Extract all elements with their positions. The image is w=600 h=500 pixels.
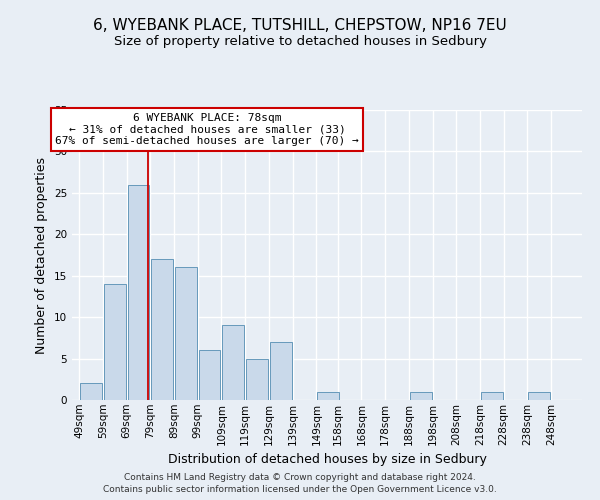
Bar bbox=[270, 342, 292, 400]
Bar bbox=[151, 259, 173, 400]
Text: Contains public sector information licensed under the Open Government Licence v3: Contains public sector information licen… bbox=[103, 486, 497, 494]
Text: Size of property relative to detached houses in Sedbury: Size of property relative to detached ho… bbox=[113, 35, 487, 48]
Y-axis label: Number of detached properties: Number of detached properties bbox=[35, 156, 49, 354]
Text: 6 WYEBANK PLACE: 78sqm
← 31% of detached houses are smaller (33)
67% of semi-det: 6 WYEBANK PLACE: 78sqm ← 31% of detached… bbox=[55, 113, 359, 146]
Bar bbox=[317, 392, 339, 400]
Bar bbox=[80, 384, 102, 400]
Text: 6, WYEBANK PLACE, TUTSHILL, CHEPSTOW, NP16 7EU: 6, WYEBANK PLACE, TUTSHILL, CHEPSTOW, NP… bbox=[93, 18, 507, 32]
Bar bbox=[481, 392, 503, 400]
Bar bbox=[410, 392, 431, 400]
Bar bbox=[199, 350, 220, 400]
Bar bbox=[246, 358, 268, 400]
X-axis label: Distribution of detached houses by size in Sedbury: Distribution of detached houses by size … bbox=[167, 453, 487, 466]
Bar bbox=[529, 392, 550, 400]
Bar bbox=[104, 284, 125, 400]
Bar bbox=[128, 184, 149, 400]
Text: Contains HM Land Registry data © Crown copyright and database right 2024.: Contains HM Land Registry data © Crown c… bbox=[124, 473, 476, 482]
Bar bbox=[223, 326, 244, 400]
Bar bbox=[175, 268, 197, 400]
